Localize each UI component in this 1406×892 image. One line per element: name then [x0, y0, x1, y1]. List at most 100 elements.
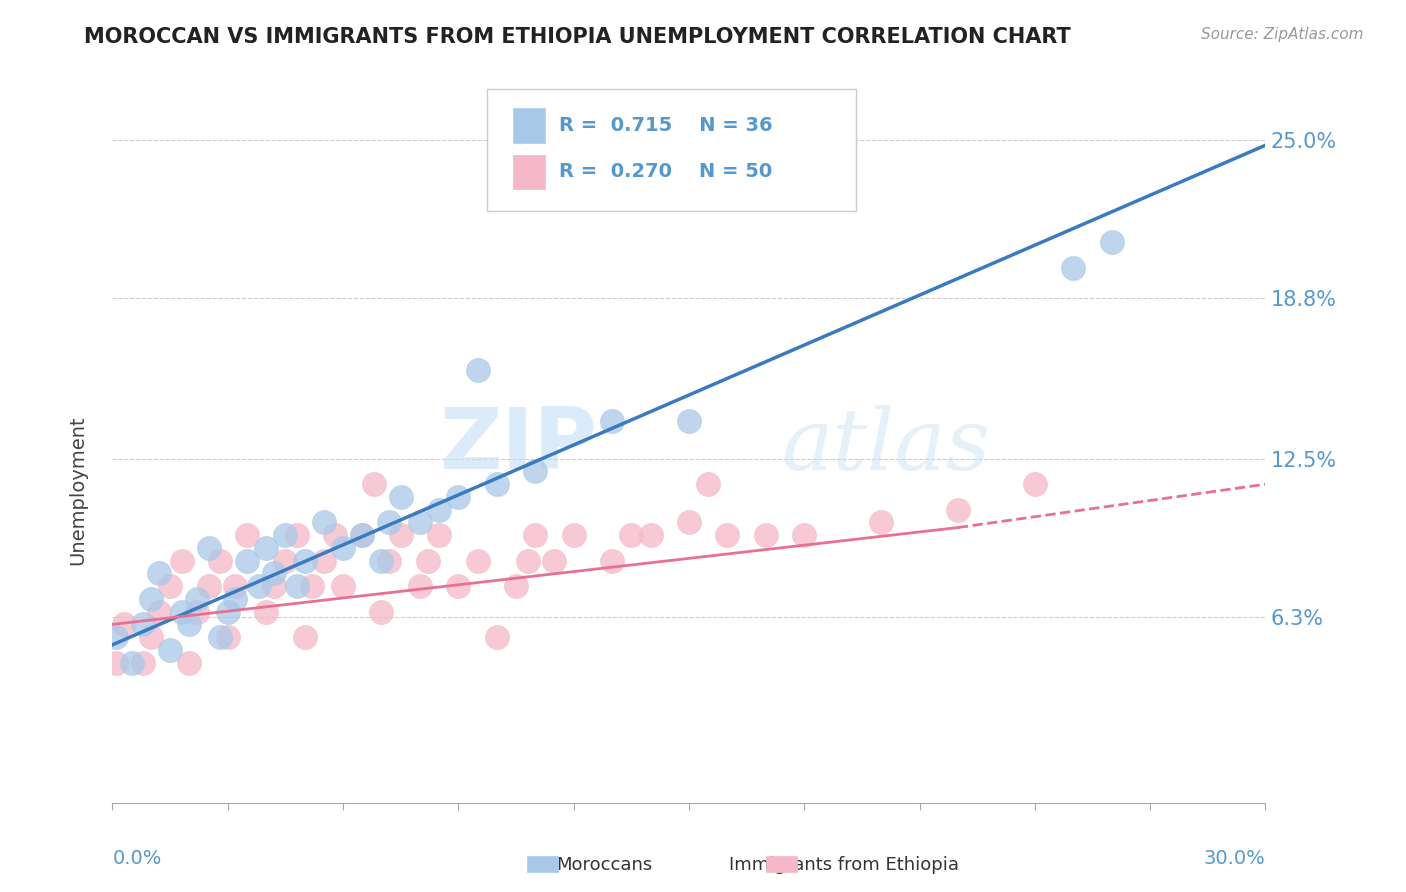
Point — [370, 554, 392, 568]
Text: Moroccans: Moroccans — [557, 856, 652, 874]
Point — [409, 516, 432, 530]
Point — [543, 554, 565, 568]
Point — [505, 579, 527, 593]
Point — [524, 528, 547, 542]
Point — [447, 490, 470, 504]
Point — [447, 579, 470, 593]
Point — [254, 541, 277, 555]
Point — [159, 579, 181, 593]
Point — [170, 554, 193, 568]
Point — [467, 554, 489, 568]
Text: Immigrants from Ethiopia: Immigrants from Ethiopia — [728, 856, 959, 874]
Text: 0.0%: 0.0% — [112, 848, 162, 868]
Point — [139, 591, 162, 606]
Point — [159, 643, 181, 657]
Point — [378, 516, 401, 530]
FancyBboxPatch shape — [488, 89, 856, 211]
Point — [294, 630, 316, 644]
Point — [217, 605, 239, 619]
Text: 30.0%: 30.0% — [1204, 848, 1265, 868]
Point — [209, 554, 232, 568]
Point — [236, 554, 259, 568]
Point — [678, 413, 700, 427]
Point — [209, 630, 232, 644]
Point — [600, 554, 623, 568]
Point — [285, 579, 308, 593]
Point — [132, 656, 155, 670]
Point — [332, 579, 354, 593]
Point — [352, 528, 374, 542]
Point — [247, 579, 270, 593]
Point — [467, 362, 489, 376]
Point — [1062, 260, 1084, 275]
Point — [389, 490, 412, 504]
Point — [179, 617, 201, 632]
Point — [105, 630, 128, 644]
Point — [352, 528, 374, 542]
Point — [105, 656, 128, 670]
Point — [112, 617, 135, 632]
Point — [427, 528, 450, 542]
Point — [620, 528, 643, 542]
FancyBboxPatch shape — [513, 109, 546, 143]
Point — [254, 605, 277, 619]
Point — [640, 528, 662, 542]
Point — [389, 528, 412, 542]
Point — [516, 554, 538, 568]
Point — [274, 554, 297, 568]
Point — [678, 516, 700, 530]
Point — [524, 465, 547, 479]
Point — [224, 591, 246, 606]
Point — [370, 605, 392, 619]
Point — [378, 554, 401, 568]
Point — [716, 528, 738, 542]
Point — [179, 656, 201, 670]
Point — [148, 566, 170, 581]
Point — [217, 630, 239, 644]
Point — [132, 617, 155, 632]
Point — [170, 605, 193, 619]
Text: Unemployment: Unemployment — [67, 416, 87, 566]
Point — [946, 502, 969, 516]
Point — [697, 477, 720, 491]
Point — [301, 579, 323, 593]
Point — [139, 630, 162, 644]
Point — [1024, 477, 1046, 491]
Point — [485, 477, 508, 491]
FancyBboxPatch shape — [513, 155, 546, 189]
Point — [363, 477, 385, 491]
Point — [236, 528, 259, 542]
Point — [427, 502, 450, 516]
Point — [197, 579, 219, 593]
Point — [600, 413, 623, 427]
Text: MOROCCAN VS IMMIGRANTS FROM ETHIOPIA UNEMPLOYMENT CORRELATION CHART: MOROCCAN VS IMMIGRANTS FROM ETHIOPIA UNE… — [84, 27, 1071, 46]
Text: R =  0.715    N = 36: R = 0.715 N = 36 — [558, 116, 772, 135]
Point — [312, 554, 335, 568]
Point — [274, 528, 297, 542]
Point — [325, 528, 347, 542]
Text: Source: ZipAtlas.com: Source: ZipAtlas.com — [1201, 27, 1364, 42]
Point — [562, 528, 585, 542]
Point — [870, 516, 893, 530]
Point — [285, 528, 308, 542]
Point — [294, 554, 316, 568]
Point — [755, 528, 778, 542]
Point — [793, 528, 815, 542]
Point — [121, 656, 143, 670]
Point — [186, 591, 208, 606]
Point — [186, 605, 208, 619]
Text: atlas: atlas — [782, 405, 990, 487]
Point — [197, 541, 219, 555]
Point — [224, 579, 246, 593]
Point — [263, 579, 285, 593]
Point — [263, 566, 285, 581]
Text: R =  0.270    N = 50: R = 0.270 N = 50 — [558, 162, 772, 181]
Point — [416, 554, 439, 568]
Point — [409, 579, 432, 593]
Point — [148, 605, 170, 619]
Point — [1101, 235, 1123, 249]
Text: ZIP: ZIP — [439, 404, 596, 488]
Point — [332, 541, 354, 555]
Point — [485, 630, 508, 644]
Point — [312, 516, 335, 530]
